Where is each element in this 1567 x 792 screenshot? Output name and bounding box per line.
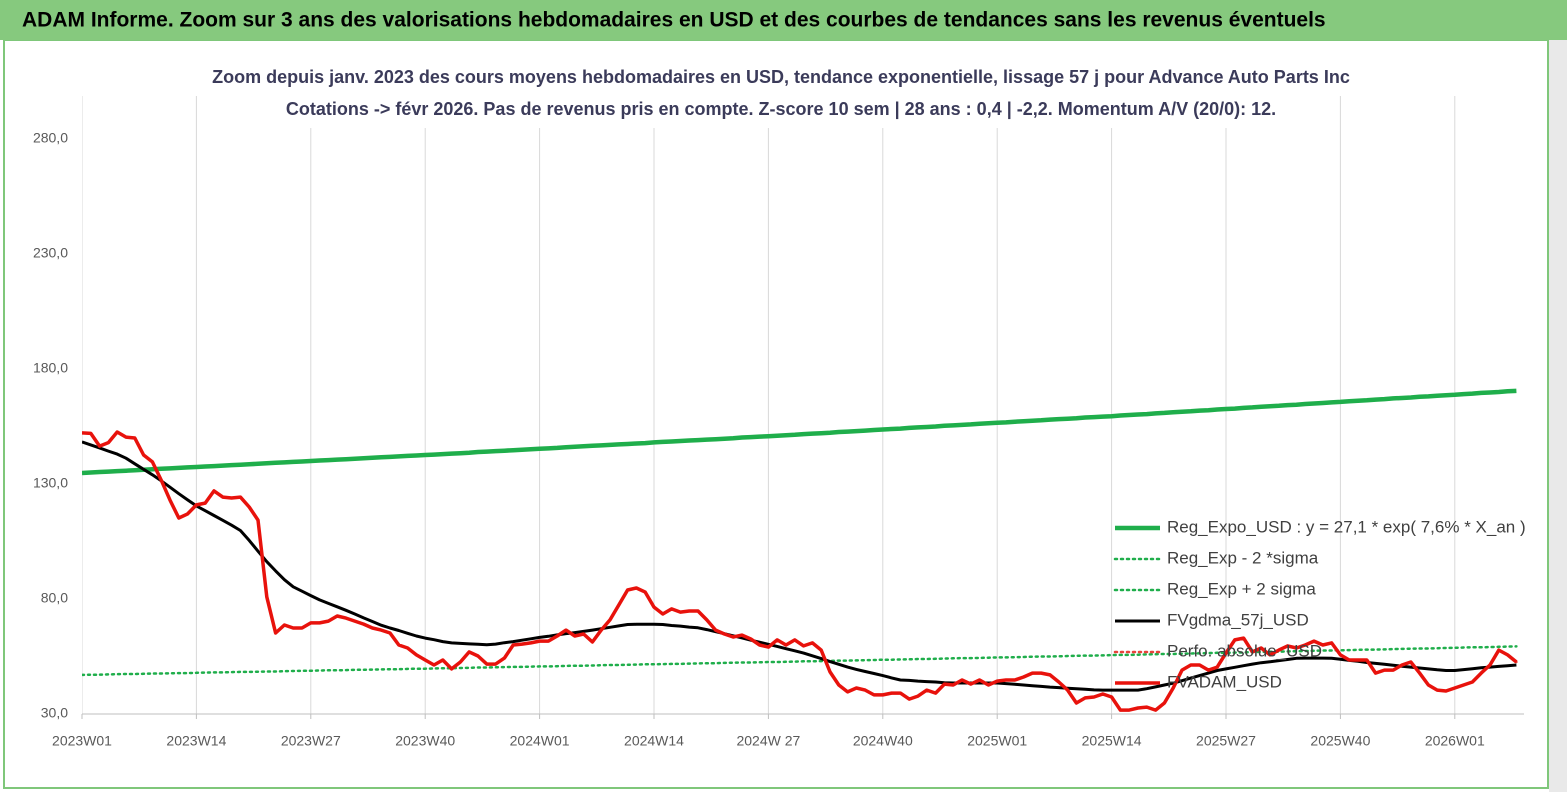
legend-label: Reg_Exp + 2 sigma — [1167, 579, 1316, 598]
legend-label: Reg_Exp - 2 *sigma — [1167, 548, 1319, 567]
x-tick-label: 2024W 27 — [736, 733, 800, 749]
x-tick-label: 2024W14 — [624, 733, 684, 749]
legend-label: Reg_Expo_USD : y = 27,1 * exp( 7,6% * X_… — [1167, 517, 1526, 536]
series-line — [82, 440, 1517, 692]
plot-area — [82, 96, 1518, 714]
x-tick-label: 2024W01 — [510, 733, 570, 749]
chart-title: ADAM Informe. Zoom sur 3 ans des valoris… — [22, 9, 1326, 32]
y-tick-label: 180,0 — [33, 360, 68, 376]
legend-label: Perfo. absolue_USD — [1167, 641, 1322, 660]
subtitle: Cotations -> févr 2026. Pas de revenus p… — [286, 99, 1276, 119]
x-tick-label: 2025W14 — [1082, 733, 1142, 749]
y-tick-label: 280,0 — [33, 130, 68, 146]
y-tick-label: 230,0 — [33, 245, 68, 261]
x-tick-label: 2023W27 — [281, 733, 341, 749]
header-bar — [0, 0, 1567, 40]
legend-label: FVADAM_USD — [1167, 672, 1282, 691]
y-tick-label: 80,0 — [41, 590, 68, 606]
x-tick-label: 2025W01 — [967, 733, 1027, 749]
series-line — [82, 430, 1518, 712]
series-line — [82, 388, 1517, 476]
x-tick-label: 2025W27 — [1196, 733, 1256, 749]
y-tick-label: 30,0 — [41, 705, 68, 721]
x-tick-label: 2023W01 — [52, 733, 112, 749]
x-tick-label: 2023W14 — [166, 733, 226, 749]
x-tick-label: 2024W40 — [853, 733, 913, 749]
side-strip — [1549, 40, 1567, 792]
x-tick-label: 2026W01 — [1425, 733, 1485, 749]
legend-label: FVgdma_57j_USD — [1167, 610, 1309, 629]
subtitle: Zoom depuis janv. 2023 des cours moyens … — [212, 67, 1350, 87]
x-tick-label: 2025W40 — [1310, 733, 1370, 749]
subtitle-background — [228, 58, 1336, 128]
x-tick-label: 2023W40 — [395, 733, 455, 749]
y-tick-label: 130,0 — [33, 475, 68, 491]
